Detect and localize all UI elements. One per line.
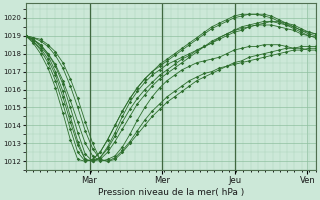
X-axis label: Pression niveau de la mer( hPa ): Pression niveau de la mer( hPa ) bbox=[98, 188, 244, 197]
